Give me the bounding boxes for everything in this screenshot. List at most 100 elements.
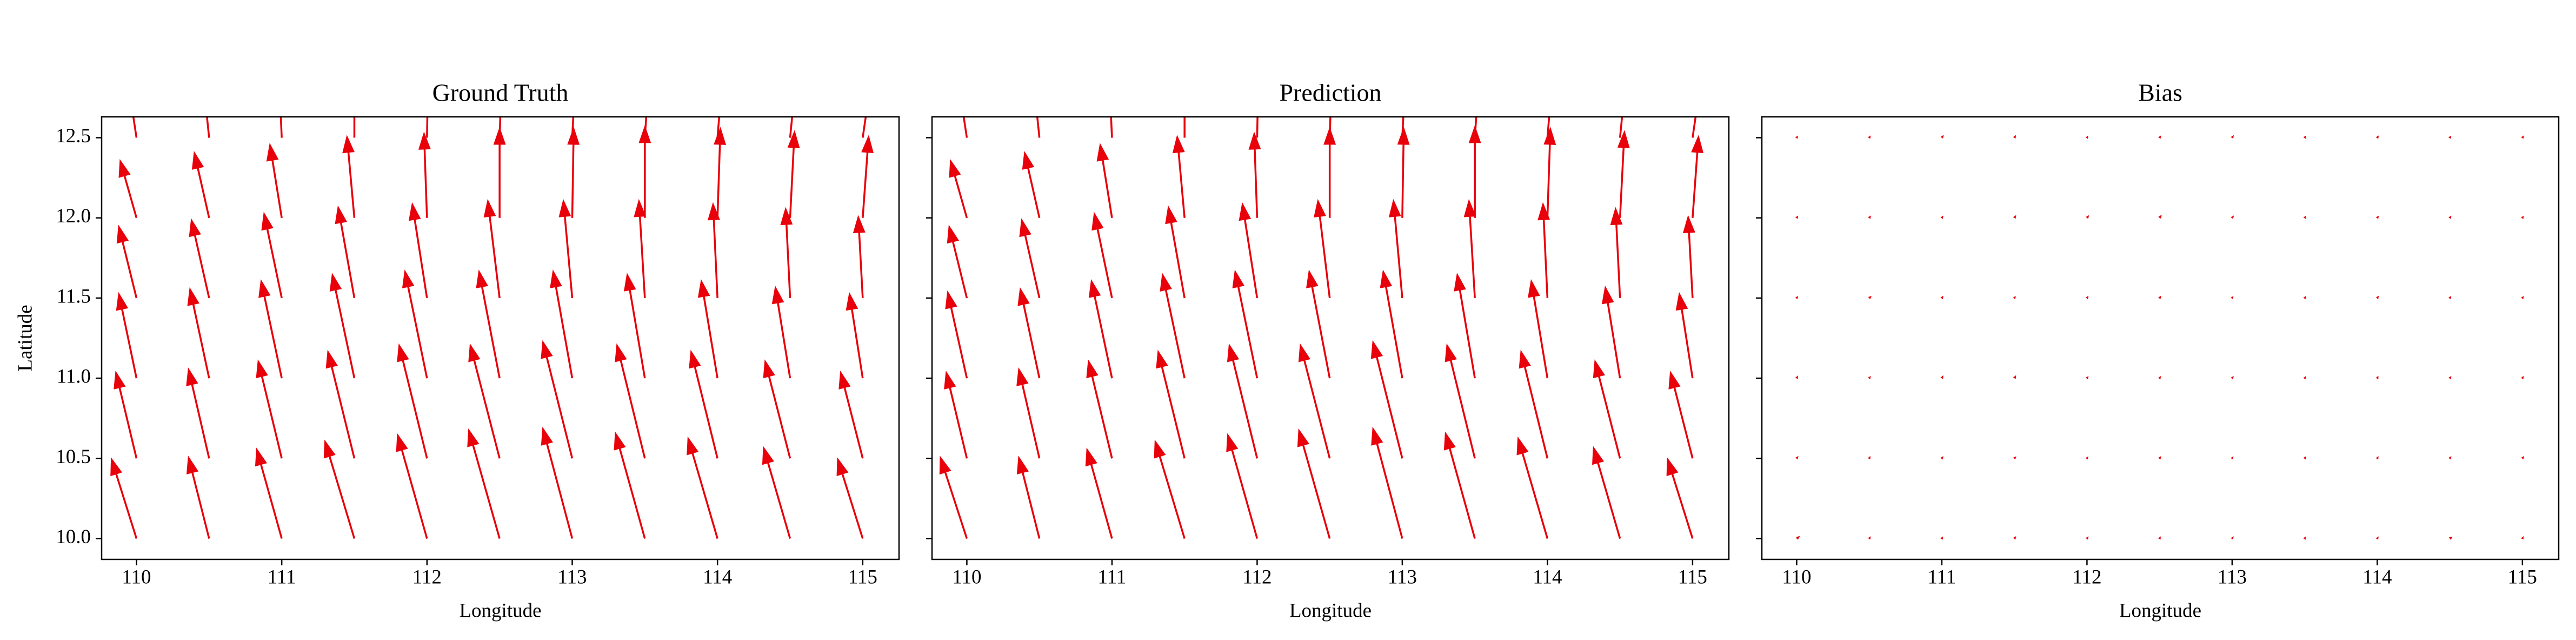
- arrow: [1086, 359, 1113, 459]
- arrow: [1183, 117, 1186, 138]
- arrow: [468, 343, 501, 459]
- arrow: [1796, 536, 1800, 540]
- x-tick-label: 114: [1533, 566, 1562, 588]
- arrow: [687, 436, 718, 539]
- arrow: [325, 349, 356, 459]
- arrow: [550, 269, 574, 379]
- x-tick-label: 113: [1388, 566, 1417, 588]
- arrow: [571, 117, 575, 138]
- arrow: [467, 428, 501, 539]
- arrows: [110, 117, 874, 539]
- x-tick-label: 112: [412, 566, 442, 588]
- arrow: [476, 269, 501, 379]
- axes-frame: [101, 116, 900, 560]
- arrow: [1036, 117, 1041, 138]
- arrow: [771, 285, 791, 379]
- arrow: [541, 340, 574, 459]
- arrow: [962, 117, 968, 138]
- arrow: [418, 131, 431, 218]
- arrow: [1691, 135, 1704, 218]
- arrow: [1306, 269, 1331, 379]
- arrow: [2521, 215, 2524, 219]
- arrow: [862, 117, 867, 138]
- arrow: [335, 205, 356, 299]
- x-tick-label: 114: [2362, 566, 2392, 588]
- arrow: [623, 273, 646, 379]
- arrow: [408, 202, 428, 299]
- arrow: [615, 343, 646, 459]
- arrow: [402, 269, 428, 379]
- arrow: [1601, 285, 1621, 379]
- arrow: [1370, 340, 1403, 459]
- arrow: [1156, 349, 1186, 459]
- arrow: [697, 279, 718, 379]
- arrow: [638, 125, 651, 218]
- arrow: [2448, 135, 2452, 139]
- arrow: [1692, 117, 1697, 138]
- arrow: [1298, 343, 1331, 459]
- panel-title: Bias: [2138, 79, 2182, 107]
- arrow: [1239, 202, 1259, 299]
- arrow: [1454, 273, 1476, 379]
- arrows: [939, 117, 1704, 539]
- arrow: [1232, 269, 1259, 379]
- arrow: [780, 207, 793, 298]
- x-tick-label: 111: [1928, 566, 1956, 588]
- arrow: [1016, 367, 1041, 459]
- arrow: [614, 431, 646, 539]
- y-tick-label: 10.0: [56, 526, 91, 548]
- arrow: [707, 202, 720, 298]
- arrow: [1546, 117, 1550, 138]
- arrow: [483, 199, 501, 299]
- arrow: [716, 117, 721, 138]
- arrow: [1371, 426, 1403, 539]
- arrow: [256, 359, 283, 459]
- arrow: [323, 439, 356, 539]
- arrow: [132, 117, 138, 138]
- arrow: [1619, 117, 1623, 138]
- arrow: [191, 150, 210, 219]
- arrow: [118, 159, 138, 219]
- arrow: [1795, 375, 1798, 379]
- arrow: [1528, 279, 1549, 379]
- arrow: [1397, 127, 1410, 218]
- arrow: [1445, 343, 1476, 459]
- arrow: [1795, 135, 1798, 139]
- arrow: [2231, 135, 2234, 139]
- arrow: [714, 127, 727, 218]
- arrow: [1154, 439, 1186, 539]
- arrow: [1323, 127, 1336, 218]
- arrow: [838, 371, 864, 459]
- y-tick-label: 11.0: [57, 366, 91, 388]
- x-tick-label: 110: [952, 566, 981, 588]
- arrow: [1016, 456, 1041, 539]
- x-tick-label: 113: [557, 566, 587, 588]
- arrow: [762, 446, 791, 539]
- arrow: [2375, 215, 2379, 219]
- arrow: [206, 117, 210, 138]
- arrow: [1592, 446, 1621, 539]
- arrow: [1795, 215, 1799, 219]
- arrow: [1666, 457, 1694, 539]
- arrow: [861, 135, 874, 218]
- arrow: [1380, 269, 1403, 379]
- arrow: [1463, 199, 1476, 299]
- arrow: [1474, 117, 1477, 138]
- arrow: [116, 292, 138, 379]
- arrow: [1017, 287, 1041, 379]
- arrow: [187, 287, 210, 379]
- arrow: [763, 359, 791, 459]
- arrow: [258, 279, 283, 379]
- axes-frame: [1761, 116, 2560, 560]
- arrow: [279, 117, 283, 138]
- x-tick-label: 115: [2508, 566, 2537, 588]
- arrow: [342, 135, 356, 218]
- arrow: [944, 370, 968, 459]
- arrow: [1297, 428, 1331, 539]
- arrow: [787, 130, 800, 218]
- arrow: [949, 159, 968, 219]
- y-tick-label: 12.5: [56, 125, 91, 147]
- arrow: [1610, 207, 1623, 298]
- arrow: [426, 117, 429, 138]
